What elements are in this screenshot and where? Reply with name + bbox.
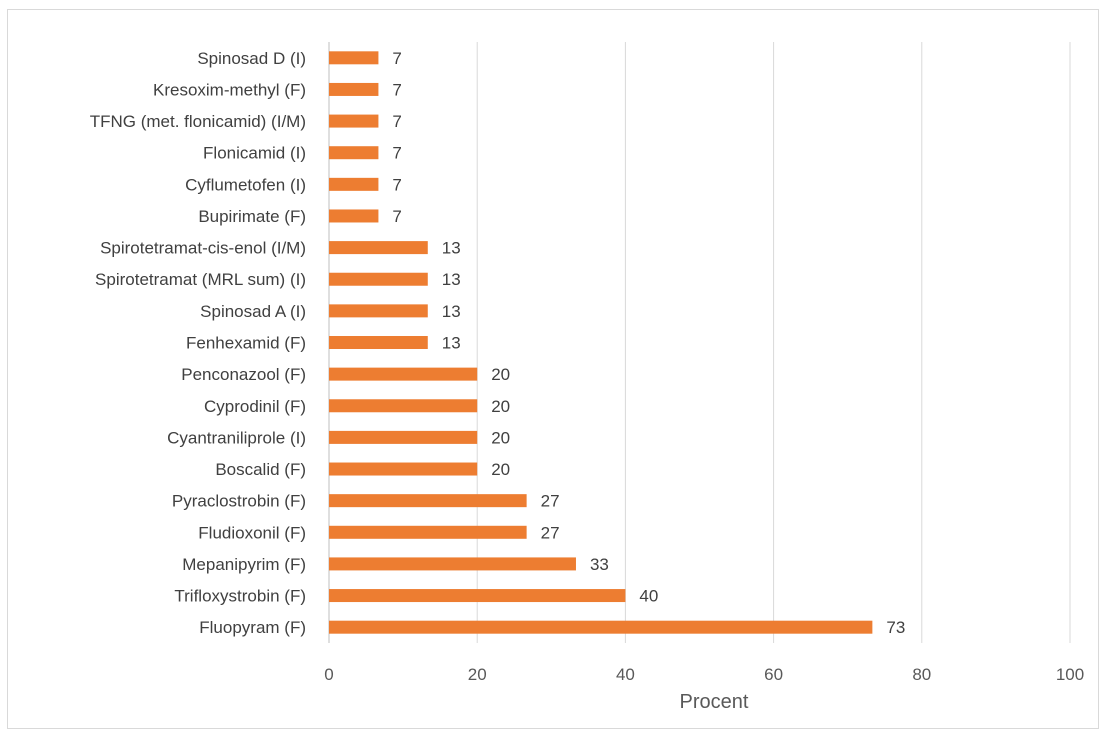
category-label: Spirotetramat-cis-enol (I/M)	[100, 239, 306, 258]
category-label: Cyflumetofen (I)	[185, 175, 306, 194]
bar	[329, 114, 379, 128]
category-label: Fluopyram (F)	[199, 618, 306, 637]
data-label: 20	[491, 428, 510, 447]
data-label: 13	[442, 270, 461, 289]
data-label: 13	[442, 302, 461, 321]
data-label: 40	[639, 587, 658, 606]
category-label: Spirotetramat (MRL sum) (I)	[95, 270, 306, 289]
bar	[329, 462, 478, 476]
bar	[329, 557, 576, 571]
data-label: 73	[886, 618, 905, 637]
bar	[329, 399, 478, 413]
data-label: 20	[491, 365, 510, 384]
bars	[329, 51, 873, 634]
category-label: Mepanipyrim (F)	[182, 555, 306, 574]
bar	[329, 304, 428, 318]
x-tick-label: 100	[1056, 665, 1084, 684]
data-label: 20	[491, 460, 510, 479]
category-label: Pyraclostrobin (F)	[172, 492, 306, 511]
category-label: TFNG (met. flonicamid) (I/M)	[90, 112, 306, 131]
category-label: Cyantraniliprole (I)	[167, 428, 306, 447]
data-label: 13	[442, 334, 461, 353]
bar	[329, 51, 379, 65]
data-label: 27	[541, 492, 560, 511]
bar	[329, 336, 428, 349]
category-label: Spinosad D (I)	[197, 49, 306, 68]
data-label: 7	[392, 112, 401, 131]
bar	[329, 494, 527, 508]
data-label: 13	[442, 239, 461, 258]
x-tick-labels: 0 20 40 60 80 100	[324, 665, 1084, 684]
data-label: 33	[590, 555, 609, 574]
data-label: 7	[392, 175, 401, 194]
data-label: 20	[491, 397, 510, 416]
bar	[329, 525, 527, 539]
data-label: 27	[541, 523, 560, 542]
category-label: Boscalid (F)	[215, 460, 306, 479]
x-tick-label: 80	[912, 665, 931, 684]
x-tick-label: 0	[324, 665, 333, 684]
data-label: 7	[392, 207, 401, 226]
bar	[329, 146, 379, 160]
category-label: Cyprodinil (F)	[204, 397, 306, 416]
data-label: 7	[392, 49, 401, 68]
gridlines	[328, 42, 1071, 643]
category-label: Fenhexamid (F)	[186, 334, 306, 353]
x-tick-label: 40	[616, 665, 635, 684]
category-label: Flonicamid (I)	[203, 144, 306, 163]
x-tick-label: 20	[468, 665, 487, 684]
category-label: Fludioxonil (F)	[198, 523, 306, 542]
chart-frame	[7, 9, 1099, 729]
category-label: Bupirimate (F)	[198, 207, 306, 226]
bar	[329, 209, 379, 223]
bar	[329, 82, 379, 96]
category-label: Trifloxystrobin (F)	[174, 587, 306, 606]
x-tick-label: 60	[764, 665, 783, 684]
bar	[329, 177, 379, 191]
x-axis-title: Procent	[680, 691, 749, 713]
bar	[329, 272, 428, 286]
category-label: Kresoxim-methyl (F)	[153, 80, 306, 99]
bar	[329, 367, 478, 381]
category-label: Spinosad A (I)	[200, 302, 306, 321]
value-labels: 7 7 7 7 7 7 13 13 13 13 20 20 20 20 27 27 33 40 73	[392, 49, 905, 637]
bar	[329, 430, 478, 444]
bar	[329, 589, 626, 603]
data-label: 7	[392, 144, 401, 163]
category-labels: Spinosad D (I) Kresoxim-methyl (F) TFNG (m…	[90, 49, 306, 637]
bar	[329, 241, 428, 255]
data-label: 7	[392, 80, 401, 99]
bar	[329, 620, 873, 634]
category-label: Penconazool (F)	[181, 365, 306, 384]
